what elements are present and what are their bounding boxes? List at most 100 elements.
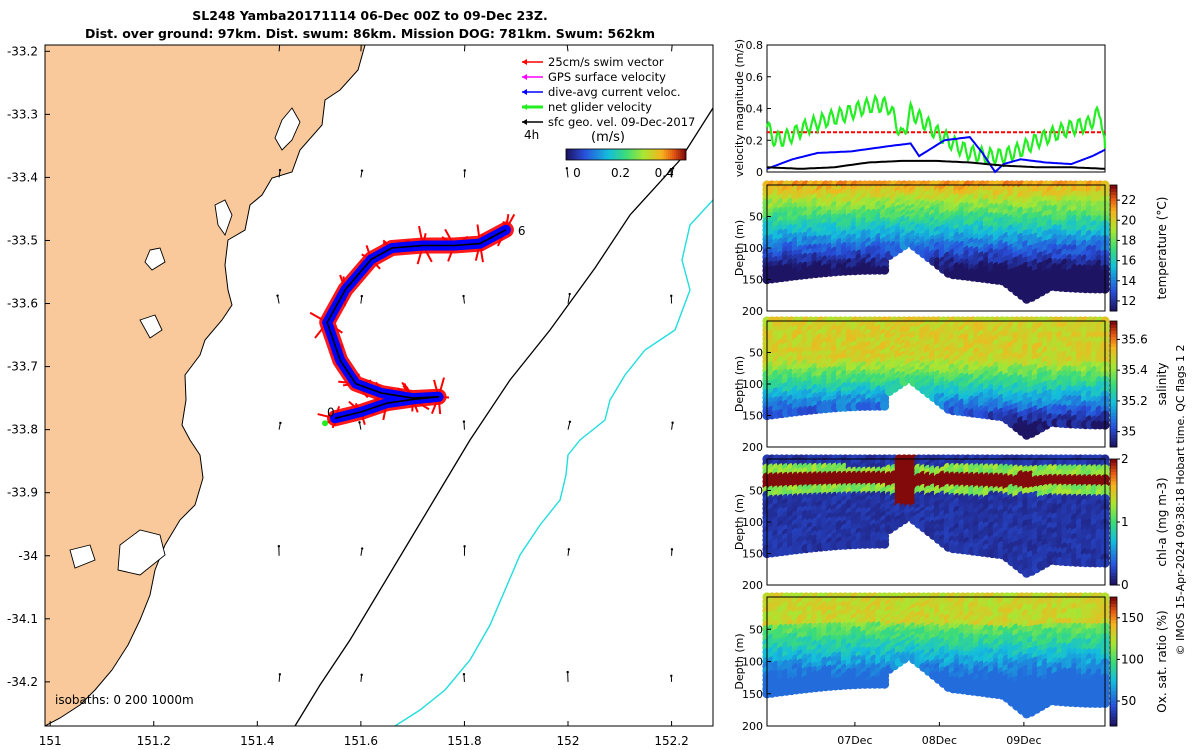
geo-velocity-arrowhead [462,294,465,298]
geo-velocity-arrowhead [279,421,282,425]
map-colorbar-cell [674,149,677,160]
section-y-tick-label: 50 [749,211,763,224]
colorbar-cell [1110,225,1117,230]
estuary [117,529,166,576]
colorbar-cell [1110,304,1117,309]
geo-velocity-arrowhead [360,169,364,172]
map-x-tick-label: 151 [39,734,62,748]
colorbar-cell [1110,185,1117,189]
map-colorbar-cell [634,149,637,160]
geo-velocity-arrow [567,421,571,430]
map-x-tick-label: 152.2 [654,734,688,748]
map-colorbar-cell [626,149,629,160]
colorbar-cell [1110,424,1117,429]
colorbar-cell [1110,270,1117,274]
colorbar-cell [1110,273,1117,277]
colorbar-cell [1110,203,1117,208]
map-colorbar-cell [608,149,611,160]
legend-entry: GPS surface velocity [548,70,666,84]
colorbar-tick-label: 35.2 [1121,394,1148,408]
map-colorbar-cell [574,149,577,160]
colorbar-cell [1110,197,1117,202]
velocity-series-line [765,93,1107,168]
geo-velocity-arrowhead [278,168,282,172]
colorbar-tick-label: 35.6 [1121,332,1148,346]
map-colorbar-cell [636,149,639,160]
map-y-tick-label: -33.7 [7,360,38,374]
colorbar-cell [1110,358,1117,363]
colorbar-cell [1110,390,1117,394]
geo-velocity-arrowhead [360,40,362,42]
geo-velocity-arrow [671,167,674,178]
map-colorbar-cell [646,149,649,160]
colorbar-cell [1110,216,1117,221]
geo-velocity-arrow [566,45,569,52]
colorbar-cell [1110,266,1117,271]
map-x-tick-label: 151.6 [344,734,378,748]
colorbar-cell [1110,285,1117,290]
section-cell [879,265,890,275]
estuary [274,107,301,151]
colorbar-cell [1110,229,1117,233]
map-x-tick-label: 151.4 [240,734,274,748]
colorbar-cell [1110,399,1117,404]
map-colorbar-cell [662,149,665,160]
map-colorbar-cell [644,149,647,160]
geo-velocity-arrowhead [360,673,363,677]
map-colorbar-cell [586,149,589,160]
map-y-tick-label: -33.9 [7,486,38,500]
colorbar-cell [1110,330,1117,335]
colorbar-cell [1110,213,1117,217]
geo-velocity-arrowhead [671,41,673,43]
map-colorbar-cell [658,149,661,160]
map-colorbar-cell [622,149,625,160]
colorbar-cell [1110,434,1117,439]
colorbar-cell [1110,279,1117,284]
section-ylabel: Depth (m) [733,220,746,276]
map-colorbar-cell [684,149,687,160]
colorbar-label: temperature (°C) [1155,197,1169,300]
swim-vector-swath [319,221,514,427]
geo-velocity-arrowhead [276,294,279,297]
colorbar-cell [1110,409,1117,413]
colorbar-cell [1110,339,1117,344]
colorbar-tick-label: 12 [1121,294,1136,308]
geo-velocity-arrowhead [463,169,466,172]
velocity-ylabel: velocity magnitude (m/s) [733,39,746,177]
map-colorbar-cell [642,149,645,160]
map-colorbar-cell [666,149,669,160]
colorbar-cell [1110,343,1117,347]
colorbar-tick-label: 18 [1121,233,1136,247]
colorbar-cell [1110,257,1117,262]
isobath-200m [294,107,713,726]
colorbar-cell [1110,327,1117,331]
geo-velocity-arrowhead [462,420,466,423]
legend-entry: 25cm/s swim vector [548,55,664,69]
figure-title-line1: SL248 Yamba20171114 06-Dec 00Z to 09-Dec… [192,8,548,23]
map-colorbar-cell [576,149,579,160]
colorbar-cell [1110,380,1117,385]
geo-velocity-arrowhead [670,294,673,298]
velocity-y-tick-label: 0.2 [746,134,764,147]
geo-velocity-arrowhead [360,294,364,298]
colorbar-cell [1110,191,1117,195]
colorbar-cell [1110,244,1117,249]
map-colorbar-cell [578,149,581,160]
map-colorbar-cell [594,149,597,160]
section-cell [879,401,890,411]
colorbar-cell [1110,361,1117,366]
colorbar-cell [1110,336,1117,341]
colorbar-cell [1110,406,1117,410]
track-marker-label: 6 [518,224,526,238]
legend-arrowhead [522,119,527,125]
geo-velocity-arrow [463,45,466,52]
map-colorbar-cell [618,149,621,160]
map-colorbar-cell [632,149,635,160]
geo-velocity-arrow [278,674,281,682]
map-colorbar-cell [590,149,593,160]
track-marker-label: 0 [327,405,335,419]
geo-velocity-arrowhead [568,292,571,296]
colorbar-cell [1110,415,1117,420]
